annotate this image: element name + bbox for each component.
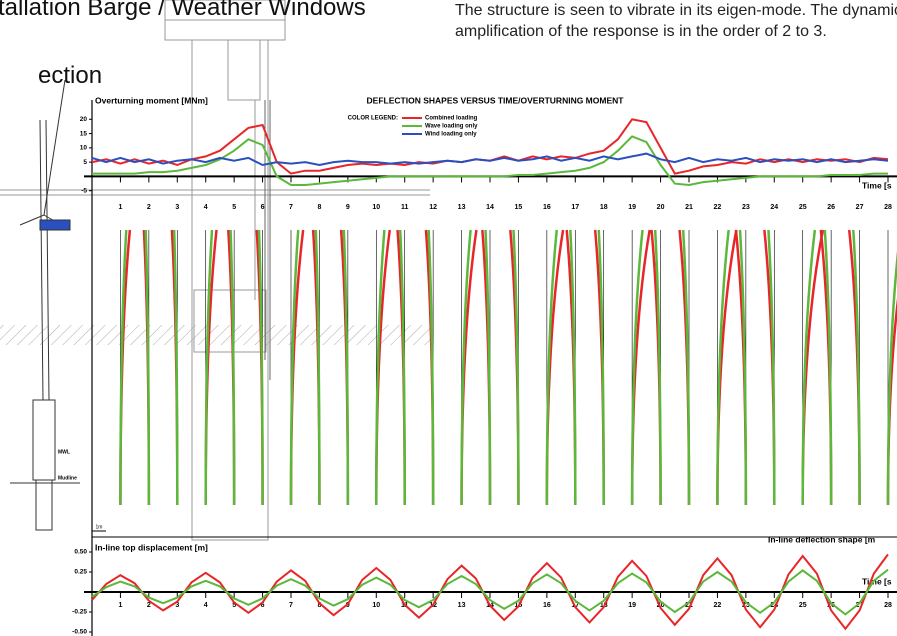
deflection-shape	[462, 230, 471, 505]
deflection-shape	[376, 230, 384, 505]
deflection-shape	[259, 230, 263, 505]
x-tick-label: 10	[372, 602, 380, 609]
x-tick-label: 26	[827, 204, 835, 211]
x-tick-label: 25	[799, 204, 807, 211]
x-axis-label: Time [s	[862, 180, 892, 190]
y-tick-label: 0.50	[74, 549, 87, 556]
chart: MWL Mudline 1m DEFLECTION SHAPES VERSUS …	[0, 0, 897, 636]
x-tick-label: 27	[856, 204, 864, 211]
x-tick-label: 1	[118, 602, 122, 609]
chart-title: DEFLECTION SHAPES VERSUS TIME/OVERTURNIN…	[367, 95, 625, 105]
mwl-label: MWL	[58, 449, 70, 455]
x-tick-label: 13	[458, 602, 466, 609]
x-tick-label: 22	[714, 602, 722, 609]
x-tick-label: 21	[685, 204, 693, 211]
x-tick-label: 13	[458, 204, 466, 211]
x-tick-label: 19	[628, 602, 636, 609]
x-tick-label: 28	[884, 204, 892, 211]
x-tick-label: 24	[770, 204, 778, 211]
mudline-label: Mudline	[58, 475, 77, 481]
deflection-shape	[632, 230, 642, 505]
y-tick-label: -5	[81, 187, 87, 194]
x-tick-label: 23	[742, 204, 750, 211]
y-axis-label: In-line top displacement [m]	[95, 542, 208, 552]
deflection-shape	[803, 230, 815, 505]
x-tick-label: 1	[118, 204, 122, 211]
y-tick-label: 5	[83, 159, 87, 166]
y-tick-label: -0.50	[72, 629, 87, 636]
x-tick-label: 2	[147, 204, 151, 211]
y-tick-label: 0.25	[74, 569, 87, 576]
y-axis-label: Overturning moment [MNm]	[95, 95, 208, 105]
legend-label: Combined loading	[425, 116, 478, 122]
x-tick-label: 22	[714, 204, 722, 211]
legend-title: COLOR LEGEND:	[348, 116, 398, 122]
x-tick-label: 18	[600, 204, 608, 211]
page: MWL Mudline 1m DEFLECTION SHAPES VERSUS …	[0, 0, 897, 636]
y-tick-label: 15	[80, 130, 88, 137]
x-tick-label: 8	[317, 204, 321, 211]
x-tick-label: 7	[289, 204, 293, 211]
x-tick-label: 20	[657, 204, 665, 211]
legend-label: Wind loading only	[425, 132, 477, 138]
deflection-shape	[717, 230, 728, 505]
overlay-label: In-line deflection shape [m	[768, 534, 876, 544]
x-tick-label: 10	[372, 204, 380, 211]
x-tick-label: 15	[515, 204, 523, 211]
x-tick-label: 28	[884, 602, 892, 609]
x-tick-label: 6	[261, 204, 265, 211]
deflection-shape	[174, 230, 177, 505]
x-tick-label: 19	[628, 204, 636, 211]
slide-subtitle: ection	[38, 62, 102, 90]
x-tick-label: 4	[204, 602, 208, 609]
x-tick-label: 16	[543, 204, 551, 211]
x-tick-label: 11	[401, 204, 409, 211]
x-tick-label: 16	[543, 602, 551, 609]
x-tick-label: 14	[486, 204, 494, 211]
paragraph: The structure is seen to vibrate in its …	[455, 0, 897, 42]
x-tick-label: 7	[289, 602, 293, 609]
x-tick-label: 12	[429, 204, 437, 211]
legend-label: Wave loading only	[425, 124, 478, 130]
x-tick-label: 25	[799, 602, 807, 609]
deflection-shape	[231, 230, 235, 505]
series-line	[92, 119, 888, 173]
slide-title: tallation Barge / Weather Windows	[0, 0, 366, 22]
deflection-shape	[316, 230, 320, 505]
scale-label: 1m	[96, 524, 103, 530]
y-tick-label: -0.25	[72, 609, 87, 616]
deflection-shape	[146, 230, 149, 505]
x-tick-label: 5	[232, 204, 236, 211]
y-tick-label: 10	[80, 145, 88, 152]
deflection-shape	[291, 230, 298, 505]
y-tick-label: 20	[80, 116, 88, 123]
x-tick-label: 3	[175, 204, 179, 211]
x-tick-label: 4	[204, 204, 208, 211]
x-tick-label: 9	[346, 204, 350, 211]
x-tick-label: 17	[571, 204, 579, 211]
